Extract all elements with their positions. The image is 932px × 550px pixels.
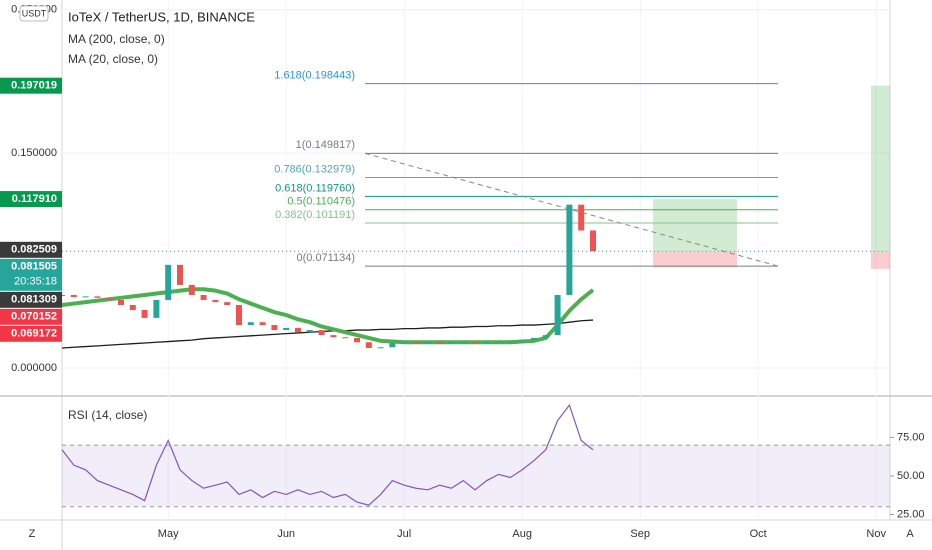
- x-tick-label: Aug: [512, 528, 532, 540]
- candle: [330, 335, 337, 338]
- candle: [318, 330, 325, 336]
- price-tag: [0, 191, 62, 208]
- fib-label: 0.618(0.119760): [275, 182, 355, 194]
- price-tag-label: 0.070152: [11, 311, 57, 323]
- price-tag-label: 0.117910: [12, 193, 57, 205]
- candle: [188, 284, 195, 295]
- price-tag: [0, 291, 62, 308]
- loss-zone: [871, 251, 890, 269]
- rsi-title[interactable]: RSI (14, close): [68, 408, 147, 422]
- y-tick-label: 0.150000: [11, 147, 57, 159]
- candle: [472, 342, 478, 344]
- candle: [141, 310, 148, 318]
- y-tick-label: 50.00: [897, 470, 925, 482]
- price-tag: [0, 325, 62, 342]
- price-tag: [0, 241, 62, 258]
- price-tag: [0, 258, 62, 291]
- rsi-band: [62, 445, 890, 507]
- loss-zone: [653, 251, 737, 268]
- candle: [177, 264, 183, 285]
- candle: [507, 340, 514, 342]
- candle: [542, 335, 549, 338]
- y-tick-label: 0.000000: [11, 362, 57, 374]
- candle: [106, 297, 113, 300]
- price-tag-label: 0.081505: [11, 261, 57, 273]
- footer-right[interactable]: A: [906, 528, 914, 540]
- candle: [271, 325, 278, 331]
- fib-label: 0.5(0.110476): [287, 196, 355, 208]
- candle: [519, 340, 526, 342]
- chart-title: IoTeX / TetherUS, 1D, BINANCE: [68, 9, 255, 24]
- price-tag-label: 0.081309: [11, 294, 57, 306]
- x-tick-label: Jun: [277, 528, 295, 540]
- candle: [531, 337, 537, 341]
- candle: [165, 264, 172, 300]
- candle: [224, 302, 231, 305]
- profit-zone: [871, 85, 890, 252]
- candle: [483, 342, 490, 344]
- candle: [212, 299, 219, 303]
- candle: [70, 294, 77, 298]
- candle: [94, 296, 101, 298]
- candle: [495, 340, 502, 343]
- price-tag: [0, 308, 62, 325]
- candle: [590, 230, 596, 252]
- ma-line: [61, 287, 595, 345]
- candle: [118, 299, 124, 305]
- footer-left[interactable]: Z: [29, 528, 36, 540]
- price-tag-label: 0.197019: [11, 80, 57, 92]
- candle: [354, 337, 360, 343]
- y-tick-label: 25.00: [897, 508, 925, 520]
- countdown: 20:35:18: [14, 276, 57, 288]
- candle: [401, 342, 408, 344]
- candle: [566, 204, 573, 295]
- unit-badge[interactable]: [19, 5, 49, 22]
- candle: [424, 342, 431, 344]
- price-tag-label: 0.069172: [11, 328, 57, 340]
- x-tick-label: Sep: [630, 528, 650, 540]
- rsi-line: [61, 403, 594, 506]
- candle: [389, 342, 396, 348]
- candle: [236, 304, 242, 326]
- fib-label: 0(0.071134): [296, 252, 355, 264]
- candle: [448, 342, 455, 344]
- candle: [413, 342, 419, 344]
- price-tag-label: 0.082509: [11, 244, 57, 256]
- x-tick-label: Nov: [866, 528, 886, 540]
- candle: [436, 342, 443, 344]
- ma-line: [61, 319, 594, 349]
- candle: [129, 304, 136, 311]
- candle: [200, 294, 207, 300]
- candle: [554, 294, 561, 336]
- x-tick-label: Oct: [750, 528, 767, 540]
- fib-label: 0.786(0.132979): [274, 163, 355, 175]
- candle: [295, 327, 301, 333]
- candle: [153, 299, 160, 318]
- candle: [259, 322, 266, 326]
- candle: [377, 347, 384, 349]
- candle: [578, 204, 585, 231]
- legend-entry[interactable]: MA (20, close, 0): [68, 52, 158, 66]
- fib-label: 1.618(0.198443): [274, 70, 355, 82]
- candle: [283, 327, 290, 331]
- legend-entry[interactable]: MA (200, close, 0): [68, 32, 165, 46]
- unit-label: USDT: [22, 8, 47, 18]
- candle: [460, 342, 467, 344]
- fib-label: 1(0.149817): [296, 139, 355, 151]
- candle: [82, 296, 89, 298]
- candle: [365, 342, 372, 348]
- y-tick-label: 75.00: [897, 431, 925, 443]
- fib-label: 0.382(0.101191): [275, 209, 355, 221]
- candle: [306, 330, 313, 333]
- price-tag: [0, 77, 62, 94]
- x-tick-label: Jul: [397, 528, 411, 540]
- x-tick-label: May: [158, 528, 179, 540]
- candle: [342, 337, 349, 339]
- profit-zone: [653, 199, 737, 252]
- candle: [247, 322, 254, 326]
